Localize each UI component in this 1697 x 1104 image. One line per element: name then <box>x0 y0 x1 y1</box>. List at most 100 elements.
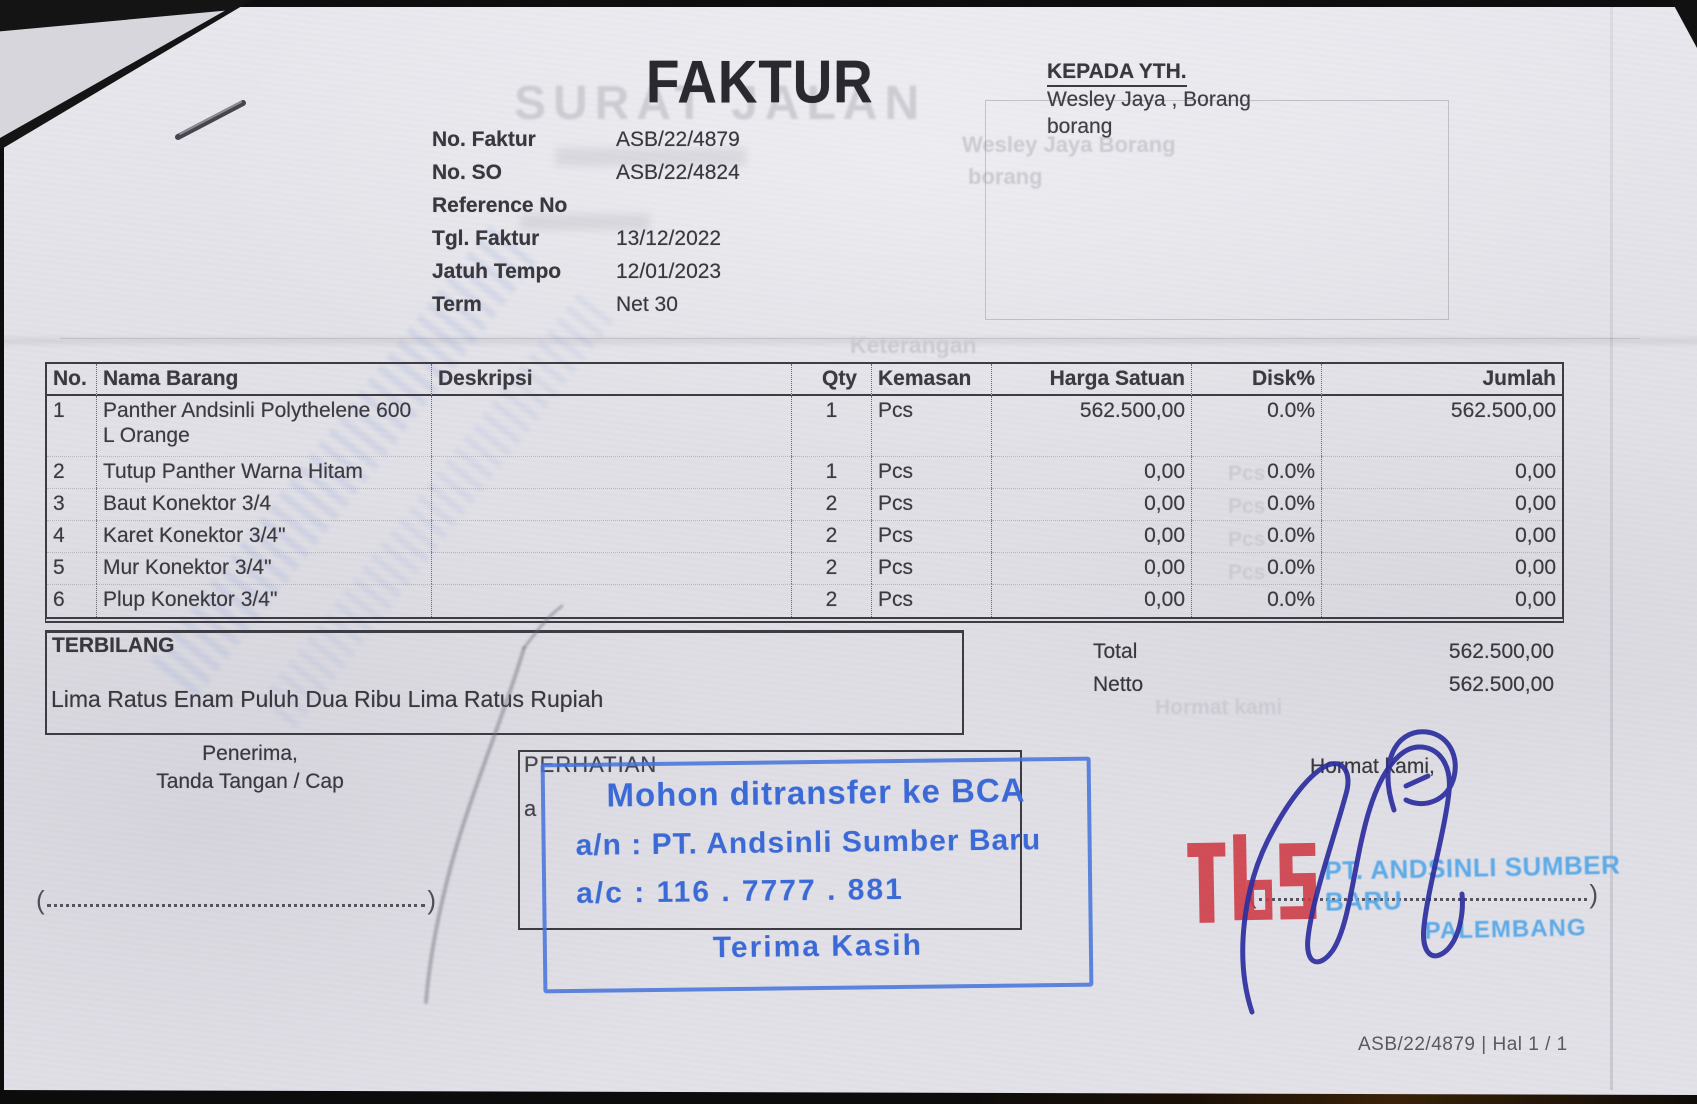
meta-label-jatuh-tempo: Jatuh Tempo <box>432 260 562 283</box>
cell-harga: 0,00 <box>992 488 1192 520</box>
terbilang-amount-in-words: Lima Ratus Enam Puluh Dua Ribu Lima Ratu… <box>51 686 604 712</box>
cell-nama-barang: Tutup Panther Warna Hitam <box>97 456 432 488</box>
ghost-address-box <box>985 100 1449 320</box>
cell-kemasan: Pcs <box>872 396 992 456</box>
col-header-kemasan: Kemasan <box>872 364 992 396</box>
cell-harga: 0,00 <box>992 584 1192 617</box>
meta-value-no-so: ASB/22/4824 <box>616 161 740 184</box>
cell-nama-barang: Karet Konektor 3/4" <box>97 520 432 552</box>
terbilang-box <box>45 630 964 735</box>
cell-no: 6 <box>47 584 97 617</box>
scan-edge-left <box>0 0 4 1104</box>
hormat-kami-label: Hormat kami, <box>1310 755 1435 778</box>
cell-harga: 0,00 <box>992 552 1192 584</box>
cell-harga: 0,00 <box>992 520 1192 552</box>
ghost-keterangan-text: Keterangan <box>850 332 977 358</box>
penerima-signature-line: ( ) <box>36 882 436 913</box>
meta-label-no-faktur: No. Faktur <box>432 128 536 151</box>
page-footer-reference: ASB/22/4879 | Hal 1 / 1 <box>1358 1034 1568 1055</box>
cell-deskripsi <box>432 520 792 552</box>
ghost-pcs-4: Pcs <box>1228 561 1266 584</box>
cell-kemasan: Pcs <box>872 552 992 584</box>
cell-jumlah: 0,00 <box>1322 456 1562 488</box>
cell-kemasan: Pcs <box>872 488 992 520</box>
stamp-line-thanks: Terima Kasih <box>712 928 924 965</box>
meta-value-term: Net 30 <box>616 293 678 316</box>
stamp-line-account-name: a/n : PT. Andsinli Sumber Baru <box>575 823 1042 862</box>
recipient-name: Wesley Jaya , Borang <box>1047 88 1251 111</box>
recipient-address: borang <box>1047 115 1113 138</box>
ghost-pcs-1: Pcs <box>1228 462 1266 485</box>
cell-nama-barang: Mur Konektor 3/4" <box>97 552 432 584</box>
company-logo-stamp <box>1187 834 1317 923</box>
meta-value-tgl-faktur: 13/12/2022 <box>616 227 722 250</box>
stamp-line-account-number: a/c : 116 . 7777 . 881 <box>576 872 904 910</box>
meta-value-no-faktur: ASB/22/4879 <box>616 128 740 151</box>
cell-nama-barang: Plup Konektor 3/4" <box>97 584 432 617</box>
col-header-no: No. <box>47 364 97 396</box>
ghost-smudge-1 <box>556 148 746 166</box>
meta-label-term: Term <box>432 293 482 316</box>
meta-label-no-so: No. SO <box>432 161 503 184</box>
cell-deskripsi <box>432 584 792 617</box>
meta-label-tgl-faktur: Tgl. Faktur <box>432 227 540 250</box>
tanda-tangan-cap-label: Tanda Tangan / Cap <box>156 770 344 793</box>
cell-qty: 1 <box>792 396 872 456</box>
ghost-smudge-2 <box>520 214 650 230</box>
perhatian-label: PERHATIAN <box>524 752 658 777</box>
cell-deskripsi <box>432 552 792 584</box>
ghost-pcs-3: Pcs <box>1228 528 1266 551</box>
ghost-surat-jalan-text: SURAT JALAN <box>514 77 927 130</box>
cell-qty: 1 <box>792 456 872 488</box>
cell-no: 1 <box>47 396 97 456</box>
cell-qty: 2 <box>792 552 872 584</box>
cell-no: 5 <box>47 552 97 584</box>
ghost-recipient-line1: Wesley Jaya Borang <box>962 132 1176 157</box>
document-title: FAKTUR <box>646 49 874 117</box>
company-name-text: PT. ANDSINLI SUMBER BARU <box>1324 849 1621 917</box>
perhatian-sub-text: a <box>524 796 537 821</box>
bank-transfer-stamp: Mohon ditransfer ke BCA a/n : PT. Andsin… <box>540 756 1094 994</box>
total-value: 562.500,00 <box>1448 640 1554 663</box>
cell-harga: 562.500,00 <box>992 396 1192 456</box>
cell-disk: 0.0% <box>1192 552 1322 584</box>
cell-qty: 2 <box>792 488 872 520</box>
cell-no: 3 <box>47 488 97 520</box>
paren-close: ) <box>427 885 436 915</box>
horizontal-fold-crease <box>0 334 1697 348</box>
netto-label: Netto <box>1093 673 1144 696</box>
netto-value: 562.500,00 <box>1448 673 1554 696</box>
company-name-stamp: PT. ANDSINLI SUMBER BARU PALEMBANG <box>1324 848 1686 948</box>
cell-no: 2 <box>47 456 97 488</box>
cell-no: 4 <box>47 520 97 552</box>
cell-harga: 0,00 <box>992 456 1192 488</box>
ghost-pcs-2: Pcs <box>1228 495 1266 518</box>
ghost-hormat-kami-text: Hormat kami <box>1155 696 1283 719</box>
cell-disk: 0.0% <box>1192 584 1322 617</box>
stamp-line-transfer: Mohon ditransfer ke BCA <box>606 771 1026 814</box>
meta-label-reference-no: Reference No <box>432 194 568 217</box>
cell-jumlah: 0,00 <box>1322 488 1562 520</box>
cell-kemasan: Pcs <box>872 456 992 488</box>
total-label: Total <box>1093 640 1138 663</box>
cell-kemasan: Pcs <box>872 584 992 617</box>
penerima-label: Penerima, <box>202 742 298 765</box>
col-header-nama-barang: Nama Barang <box>97 364 432 396</box>
col-header-harga-satuan: Harga Satuan <box>992 364 1192 396</box>
ghost-recipient-line2: borang <box>968 164 1043 189</box>
cell-jumlah: 562.500,00 <box>1450 399 1556 422</box>
scan-edge-top <box>0 0 1697 7</box>
paren-close: ) <box>1589 879 1598 909</box>
col-header-deskripsi: Deskripsi <box>432 364 792 396</box>
cell-kemasan: Pcs <box>872 520 992 552</box>
cell-jumlah: 0,00 <box>1322 552 1562 584</box>
cell-disk: 0.0% <box>1192 520 1322 552</box>
kepada-yth-label: KEPADA YTH. <box>1047 60 1187 87</box>
ghost-table-line <box>60 338 1640 339</box>
cell-jumlah: 0,00 <box>1322 520 1562 552</box>
paren-open: ( <box>36 885 45 915</box>
cell-jumlah: 0,00 <box>1322 584 1562 617</box>
dotted-line <box>46 882 426 907</box>
col-header-qty: Qty <box>792 364 872 396</box>
